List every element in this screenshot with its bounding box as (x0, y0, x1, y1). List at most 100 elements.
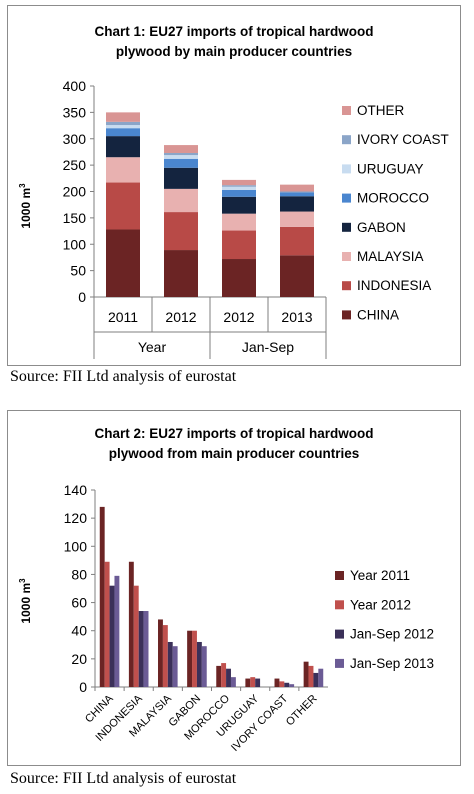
legend-swatch (335, 658, 344, 668)
bar-segment (164, 167, 198, 189)
bar-segment (280, 191, 314, 193)
chart1-ylabel: 1000 m3 (18, 183, 33, 229)
bar-segment (164, 188, 198, 213)
bar-segment (106, 121, 140, 126)
legend-label: Year 2012 (350, 597, 411, 612)
legend-swatch (342, 252, 351, 261)
y-tick-label: 400 (63, 78, 87, 94)
chart2-bars (99, 506, 324, 687)
bar (245, 678, 251, 687)
legend-label: Jan-Sep 2013 (350, 656, 434, 671)
bar-segment (280, 226, 314, 256)
x-tick-label: 2011 (108, 309, 138, 325)
legend-swatch (342, 310, 351, 320)
y-tick-label: 300 (63, 131, 87, 147)
bar-segment (222, 213, 256, 231)
bar (313, 672, 319, 687)
chart2-ylabel: 1000 m3 (18, 578, 33, 624)
bar (255, 678, 261, 687)
bar-segment (164, 155, 198, 159)
bar (187, 630, 193, 687)
bar (250, 677, 256, 687)
bar (172, 646, 178, 687)
x-tick-label: OTHER (284, 693, 320, 729)
legend-swatch (342, 106, 351, 115)
bar-segment (222, 186, 256, 190)
bar (128, 561, 134, 687)
bar-segment (164, 145, 198, 153)
bar (196, 641, 202, 687)
y-tick-label: 120 (64, 510, 88, 526)
legend-swatch (335, 600, 344, 610)
bar (289, 684, 295, 687)
chart2-svg: Chart 2: EU27 imports of tropical hardwo… (18, 426, 434, 754)
chart1-svg: Chart 1: EU27 imports of tropical hardwo… (18, 24, 449, 359)
legend-swatch (342, 281, 351, 291)
legend-swatch (342, 135, 351, 145)
y-tick-label: 50 (70, 263, 86, 279)
chart2-title-line1: Chart 2: EU27 imports of tropical hardwo… (94, 426, 373, 441)
y-tick-label: 80 (71, 566, 87, 582)
bar (201, 646, 207, 687)
x-tick-label: 2012 (165, 309, 196, 325)
legend-label: Jan-Sep 2012 (350, 627, 434, 642)
chart2-legend: Year 2011 Year 2012 Jan-Sep 2012 Jan-Sep 20… (335, 568, 434, 671)
chart2-title-line2: plywood from main producer countries (109, 446, 360, 461)
y-tick-label: 100 (63, 236, 87, 252)
bar (274, 678, 280, 687)
chart1-source: Source: FII Ltd analysis of eurostat (10, 368, 237, 385)
legend-label: MALAYSIA (357, 249, 424, 264)
y-tick-label: 40 (71, 623, 87, 639)
legend-label: CHINA (357, 307, 399, 322)
bar-segment (280, 255, 314, 297)
y-tick-label: 0 (79, 679, 87, 695)
bar (167, 641, 173, 687)
bar (308, 665, 314, 687)
bar (99, 506, 105, 687)
legend-swatch (335, 571, 344, 580)
bar-segment (106, 128, 140, 137)
x-tick-label: 2012 (223, 309, 254, 325)
x-tick-label: 2013 (281, 309, 312, 325)
bar-segment (222, 259, 256, 297)
y-tick-label: 150 (63, 210, 87, 226)
legend-label: GABON (357, 220, 406, 235)
chart1-title-line1: Chart 1: EU27 imports of tropical hardwo… (94, 24, 373, 39)
bar-segment (164, 212, 198, 251)
y-tick-label: 350 (63, 104, 87, 120)
bar-segment (106, 112, 140, 122)
chart1-legend: OTHER IVORY COAST URUGUAY MOROCCO GABON MALAY… (342, 103, 449, 322)
bar-segment (280, 184, 314, 192)
bar (162, 625, 168, 687)
legend-swatch (335, 629, 344, 639)
bar-segment (164, 158, 198, 168)
y-tick-label: 200 (63, 184, 87, 200)
bar-segment (222, 196, 256, 214)
bar (226, 668, 231, 687)
chart1-frame: Chart 1: EU27 imports of tropical hardwo… (7, 5, 461, 366)
bar (221, 663, 227, 687)
legend-label: IVORY COAST (357, 132, 449, 147)
bar-segment (106, 136, 140, 158)
legend-label: OTHER (357, 103, 405, 118)
bar-segment (280, 192, 314, 197)
chart2-frame: Chart 2: EU27 imports of tropical hardwo… (7, 410, 461, 766)
bar-segment (164, 250, 198, 297)
bar-segment (106, 125, 140, 129)
bar-segment (280, 211, 314, 227)
legend-label: URUGUAY (357, 161, 424, 176)
bar-segment (106, 229, 140, 297)
bar-segment (222, 185, 256, 187)
legend-label: INDONESIA (357, 278, 431, 293)
bar (109, 585, 115, 687)
chart1-bars (106, 112, 314, 297)
y-tick-label: 250 (63, 157, 87, 173)
chart2-source: Source: FII Ltd analysis of eurostat (10, 770, 237, 787)
y-tick-label: 20 (71, 651, 87, 667)
legend-swatch (342, 222, 351, 232)
chart1-title-line2: plywood by main producer countries (116, 44, 352, 59)
bar (138, 611, 144, 687)
bar-segment (106, 157, 140, 183)
bar-segment (164, 152, 198, 156)
bar (284, 682, 290, 687)
